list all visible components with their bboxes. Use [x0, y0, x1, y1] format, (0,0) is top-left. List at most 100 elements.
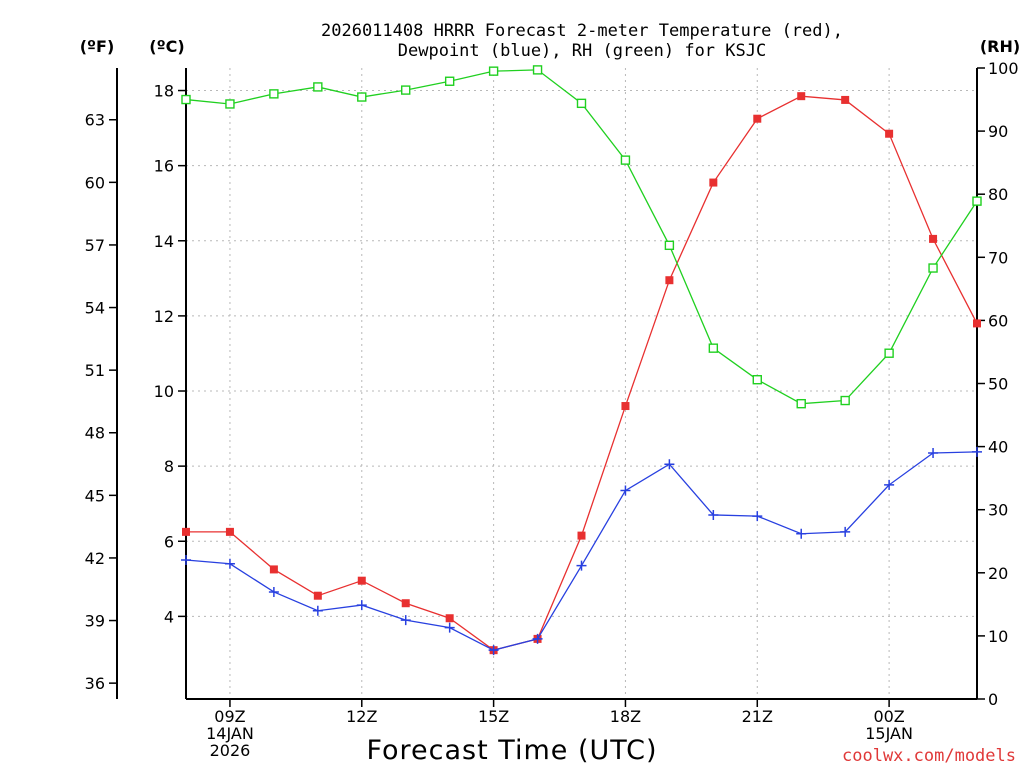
axes: 4 6 8 10 12 14 16 18 36 39 42 45 48 51 54 57 60 63 0 10 20 30… — [85, 59, 1019, 760]
celsius-tick-label: 14 — [154, 232, 174, 251]
rh-line — [185, 69, 978, 405]
dewpoint-point — [664, 459, 675, 470]
rh-point — [884, 348, 894, 358]
rh-tick-label: 100 — [988, 59, 1019, 78]
temperature-point — [357, 576, 366, 585]
temperature-point — [225, 527, 234, 536]
temperature-point — [313, 591, 322, 600]
rh-point — [269, 89, 279, 99]
fahrenheit-tick-label: 51 — [85, 361, 105, 380]
dewpoint-point — [796, 528, 807, 539]
dewpoint-point — [400, 615, 411, 626]
dewpoint-point — [356, 600, 367, 611]
celsius-unit-label: (ºC) — [149, 37, 184, 56]
rh-point — [488, 66, 499, 76]
rh-tick-label: 70 — [988, 248, 1008, 267]
fahrenheit-unit-label: (ºF) — [80, 37, 115, 56]
fahrenheit-tick-label: 48 — [85, 424, 105, 443]
rh-point — [444, 76, 455, 86]
x-tick-label: 09Z — [214, 707, 245, 726]
dewpoint-point — [488, 645, 499, 656]
x-tick-label: 15JAN — [865, 724, 913, 743]
temperature-point — [401, 599, 410, 608]
rh-tick-label: 30 — [988, 501, 1008, 520]
fahrenheit-tick-label: 36 — [85, 674, 105, 693]
chart-title-line2: Dewpoint (blue), RH (green) for KSJC — [398, 41, 766, 61]
dewpoint-point — [708, 509, 719, 520]
fahrenheit-tick-label: 54 — [85, 299, 105, 318]
rh-point — [840, 395, 850, 406]
temperature-point — [665, 276, 674, 285]
celsius-tick-label: 10 — [154, 382, 174, 401]
rh-point — [928, 263, 938, 273]
rh-tick-label: 20 — [988, 564, 1008, 583]
rh-point — [532, 65, 543, 75]
rh-point — [708, 343, 719, 353]
dewpoint-point — [752, 511, 763, 522]
chart-title-line1: 2026011408 HRRR Forecast 2-meter Tempera… — [321, 21, 843, 41]
fahrenheit-tick-label: 57 — [85, 236, 105, 255]
x-tick-label: 12Z — [346, 707, 377, 726]
temperature-point — [445, 614, 454, 623]
temperature-point — [621, 402, 630, 411]
rh-tick-label: 0 — [988, 690, 998, 709]
rh-point — [664, 240, 675, 251]
temperature-point — [182, 527, 190, 536]
dewpoint-line — [185, 451, 978, 651]
dewpoint-point — [532, 633, 543, 644]
x-tick-label: 14JAN — [206, 724, 254, 743]
rh-unit-label: (RH) — [980, 37, 1020, 56]
rh-tick-label: 10 — [988, 627, 1008, 646]
x-tick-label: 15Z — [478, 707, 509, 726]
celsius-tick-label: 18 — [154, 82, 174, 101]
x-tick-label: 21Z — [742, 707, 773, 726]
dewpoint-point — [972, 446, 982, 457]
rh-point — [620, 155, 631, 165]
celsius-tick-label: 12 — [154, 307, 174, 326]
rh-tick-label: 50 — [988, 375, 1008, 394]
celsius-tick-label: 4 — [164, 607, 174, 626]
rh-point — [225, 99, 235, 109]
rh-point — [313, 82, 323, 92]
temperature-point — [753, 114, 762, 123]
temperature-point — [929, 234, 938, 243]
temperature-point — [269, 565, 278, 574]
series-layer — [181, 65, 982, 656]
rh-point — [972, 196, 982, 206]
x-tick-label: 18Z — [610, 707, 641, 726]
temperature-point — [797, 92, 806, 101]
rh-point — [181, 94, 191, 105]
celsius-tick-label: 16 — [154, 157, 174, 176]
dewpoint-point — [224, 558, 235, 569]
dewpoint-point — [268, 586, 279, 597]
fahrenheit-tick-label: 63 — [85, 111, 105, 130]
fahrenheit-tick-label: 39 — [85, 612, 105, 631]
dewpoint-point — [576, 560, 587, 571]
celsius-tick-label: 8 — [164, 457, 174, 476]
dewpoint-point — [620, 485, 631, 496]
temperature-point — [709, 178, 718, 187]
dewpoint-point — [312, 605, 323, 616]
rh-point — [576, 98, 587, 109]
rh-point — [752, 375, 762, 385]
temperature-point — [973, 319, 981, 328]
temperature-point — [885, 129, 894, 138]
temperature-point — [841, 95, 850, 104]
watermark: coolwx.com/models — [842, 746, 1016, 766]
fahrenheit-tick-label: 60 — [85, 173, 105, 192]
dewpoint-point — [444, 622, 455, 633]
rh-point — [357, 92, 367, 102]
celsius-tick-label: 6 — [164, 532, 174, 551]
rh-tick-label: 90 — [988, 122, 1008, 141]
x-axis-label: Forecast Time (UTC) — [366, 735, 657, 766]
dewpoint-point — [181, 555, 191, 566]
rh-point — [796, 398, 806, 409]
dewpoint-point — [840, 526, 851, 537]
grid-lines — [186, 68, 977, 699]
rh-point — [401, 85, 411, 95]
x-tick-label: 00Z — [873, 707, 904, 726]
dewpoint-point — [928, 447, 939, 458]
fahrenheit-tick-label: 45 — [85, 486, 105, 505]
rh-tick-label: 80 — [988, 185, 1008, 204]
